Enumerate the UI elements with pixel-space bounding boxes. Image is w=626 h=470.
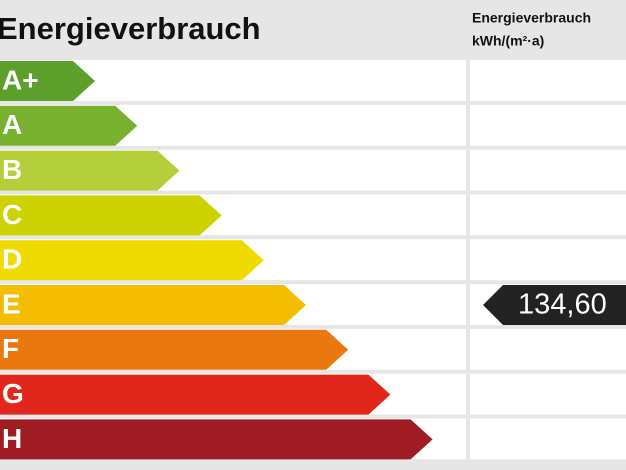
class-label: B	[2, 154, 22, 185]
indicator-arrow	[483, 285, 626, 325]
class-arrow	[0, 61, 95, 101]
class-label: H	[2, 423, 22, 454]
column-title: Energieverbrauch	[472, 10, 591, 26]
row-right	[470, 328, 626, 370]
row-right	[470, 194, 626, 236]
class-label: C	[2, 199, 22, 230]
class-arrow	[0, 285, 306, 325]
indicator-value: 134,60	[518, 289, 607, 321]
class-label: F	[2, 333, 19, 364]
class-arrow	[0, 195, 222, 236]
class-arrow	[0, 419, 433, 460]
row-right	[470, 60, 626, 101]
row-right	[470, 239, 626, 281]
class-label: A	[2, 109, 22, 140]
column-unit: kWh/(m²·a)	[472, 33, 544, 49]
class-arrow	[0, 240, 264, 281]
class-label: D	[2, 244, 22, 275]
title: Energieverbrauch	[0, 11, 261, 46]
row-right	[470, 418, 626, 460]
class-arrow	[0, 150, 180, 191]
class-label: G	[2, 378, 24, 409]
class-arrow	[0, 329, 349, 370]
row-right	[470, 149, 626, 191]
class-label: A+	[2, 64, 39, 95]
class-arrow	[0, 105, 138, 146]
row-right	[470, 104, 626, 146]
row-right	[470, 373, 626, 415]
class-label: E	[2, 288, 21, 319]
class-arrow	[0, 374, 391, 415]
